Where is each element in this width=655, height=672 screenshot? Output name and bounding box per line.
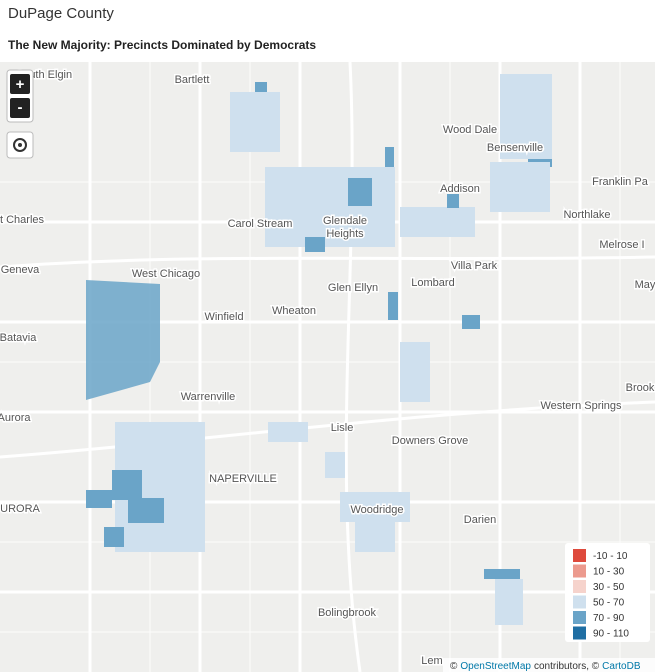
precincts	[86, 74, 552, 625]
legend-label: -10 - 10	[593, 551, 628, 562]
legend-swatch	[573, 580, 586, 593]
place-label: West Chicago	[132, 268, 200, 280]
legend-swatch	[573, 595, 586, 609]
attribution: © OpenStreetMap contributors, © CartoDB	[450, 661, 641, 672]
place-label: NAPERVILLE	[209, 473, 277, 485]
place-label: Addison	[440, 183, 480, 195]
title: DuPage County	[8, 5, 114, 22]
attribution-link[interactable]: OpenStreetMap	[460, 661, 531, 672]
place-label: Woodridge	[351, 504, 404, 516]
attribution-text: contributors, ©	[534, 661, 600, 672]
attribution-link[interactable]: CartoDB	[602, 661, 641, 672]
place-label: Bolingbrook	[318, 607, 377, 619]
place-label: Downers Grove	[392, 435, 468, 447]
legend-label: 10 - 30	[593, 567, 625, 578]
zoom-in-button[interactable]	[10, 74, 30, 94]
place-label: May	[635, 279, 655, 291]
attribution-text: ©	[450, 661, 458, 672]
legend-label: 50 - 70	[593, 598, 625, 609]
attribution-box	[443, 658, 655, 672]
place-label: Franklin Pa	[592, 176, 649, 188]
locate-icon	[13, 138, 27, 152]
zoom-out[interactable]: -	[18, 99, 23, 116]
place-label: Darien	[464, 514, 496, 526]
place-label: Lisle	[331, 422, 354, 434]
legend-label: 70 - 90	[593, 613, 625, 624]
place-label: Aurora	[0, 412, 31, 424]
place-label: Northlake	[563, 209, 610, 221]
legend-label: 30 - 50	[593, 582, 625, 593]
place-label: Geneva	[1, 264, 40, 276]
place-label: Glendale	[323, 215, 367, 227]
place-label: Heights	[326, 228, 364, 240]
legend-swatch	[573, 626, 586, 640]
place-label: Wheaton	[272, 305, 316, 317]
legend-swatch	[573, 611, 586, 624]
place-label: Western Springs	[540, 400, 622, 412]
place-label: Melrose I	[599, 239, 644, 251]
zoom-out-button[interactable]	[10, 98, 30, 118]
place-label: Winfield	[204, 311, 243, 323]
place-label: Lombard	[411, 277, 454, 289]
locate-dot	[18, 143, 22, 147]
place-label: Lem	[421, 655, 442, 667]
legend: -10 - 10 10 - 30 30 - 50 50 - 70 70 - 90 90 -…	[565, 543, 650, 642]
place-label: Villa Park	[451, 260, 498, 272]
place-label: Carol Stream	[228, 218, 293, 230]
place-label: Brook	[626, 382, 655, 394]
zoom-in[interactable]: +	[16, 76, 25, 93]
place-label: Bartlett	[175, 74, 210, 86]
legend-swatch	[573, 564, 586, 578]
zoom-control: + -	[6, 69, 34, 159]
place-label: Glen Ellyn	[328, 282, 378, 294]
place-label: URORA	[0, 503, 40, 515]
legend-label: 90 - 110	[593, 629, 629, 640]
place-label: Bensenville	[487, 142, 543, 154]
place-label: t Charles	[0, 214, 45, 226]
place-label: Batavia	[0, 332, 37, 344]
place-label: Wood Dale	[443, 124, 497, 136]
subtitle: The New Majority: Precincts Dominated by…	[8, 38, 317, 52]
legend-box	[565, 543, 650, 642]
legend-swatch	[573, 549, 586, 562]
place-label: Warrenville	[181, 391, 236, 403]
